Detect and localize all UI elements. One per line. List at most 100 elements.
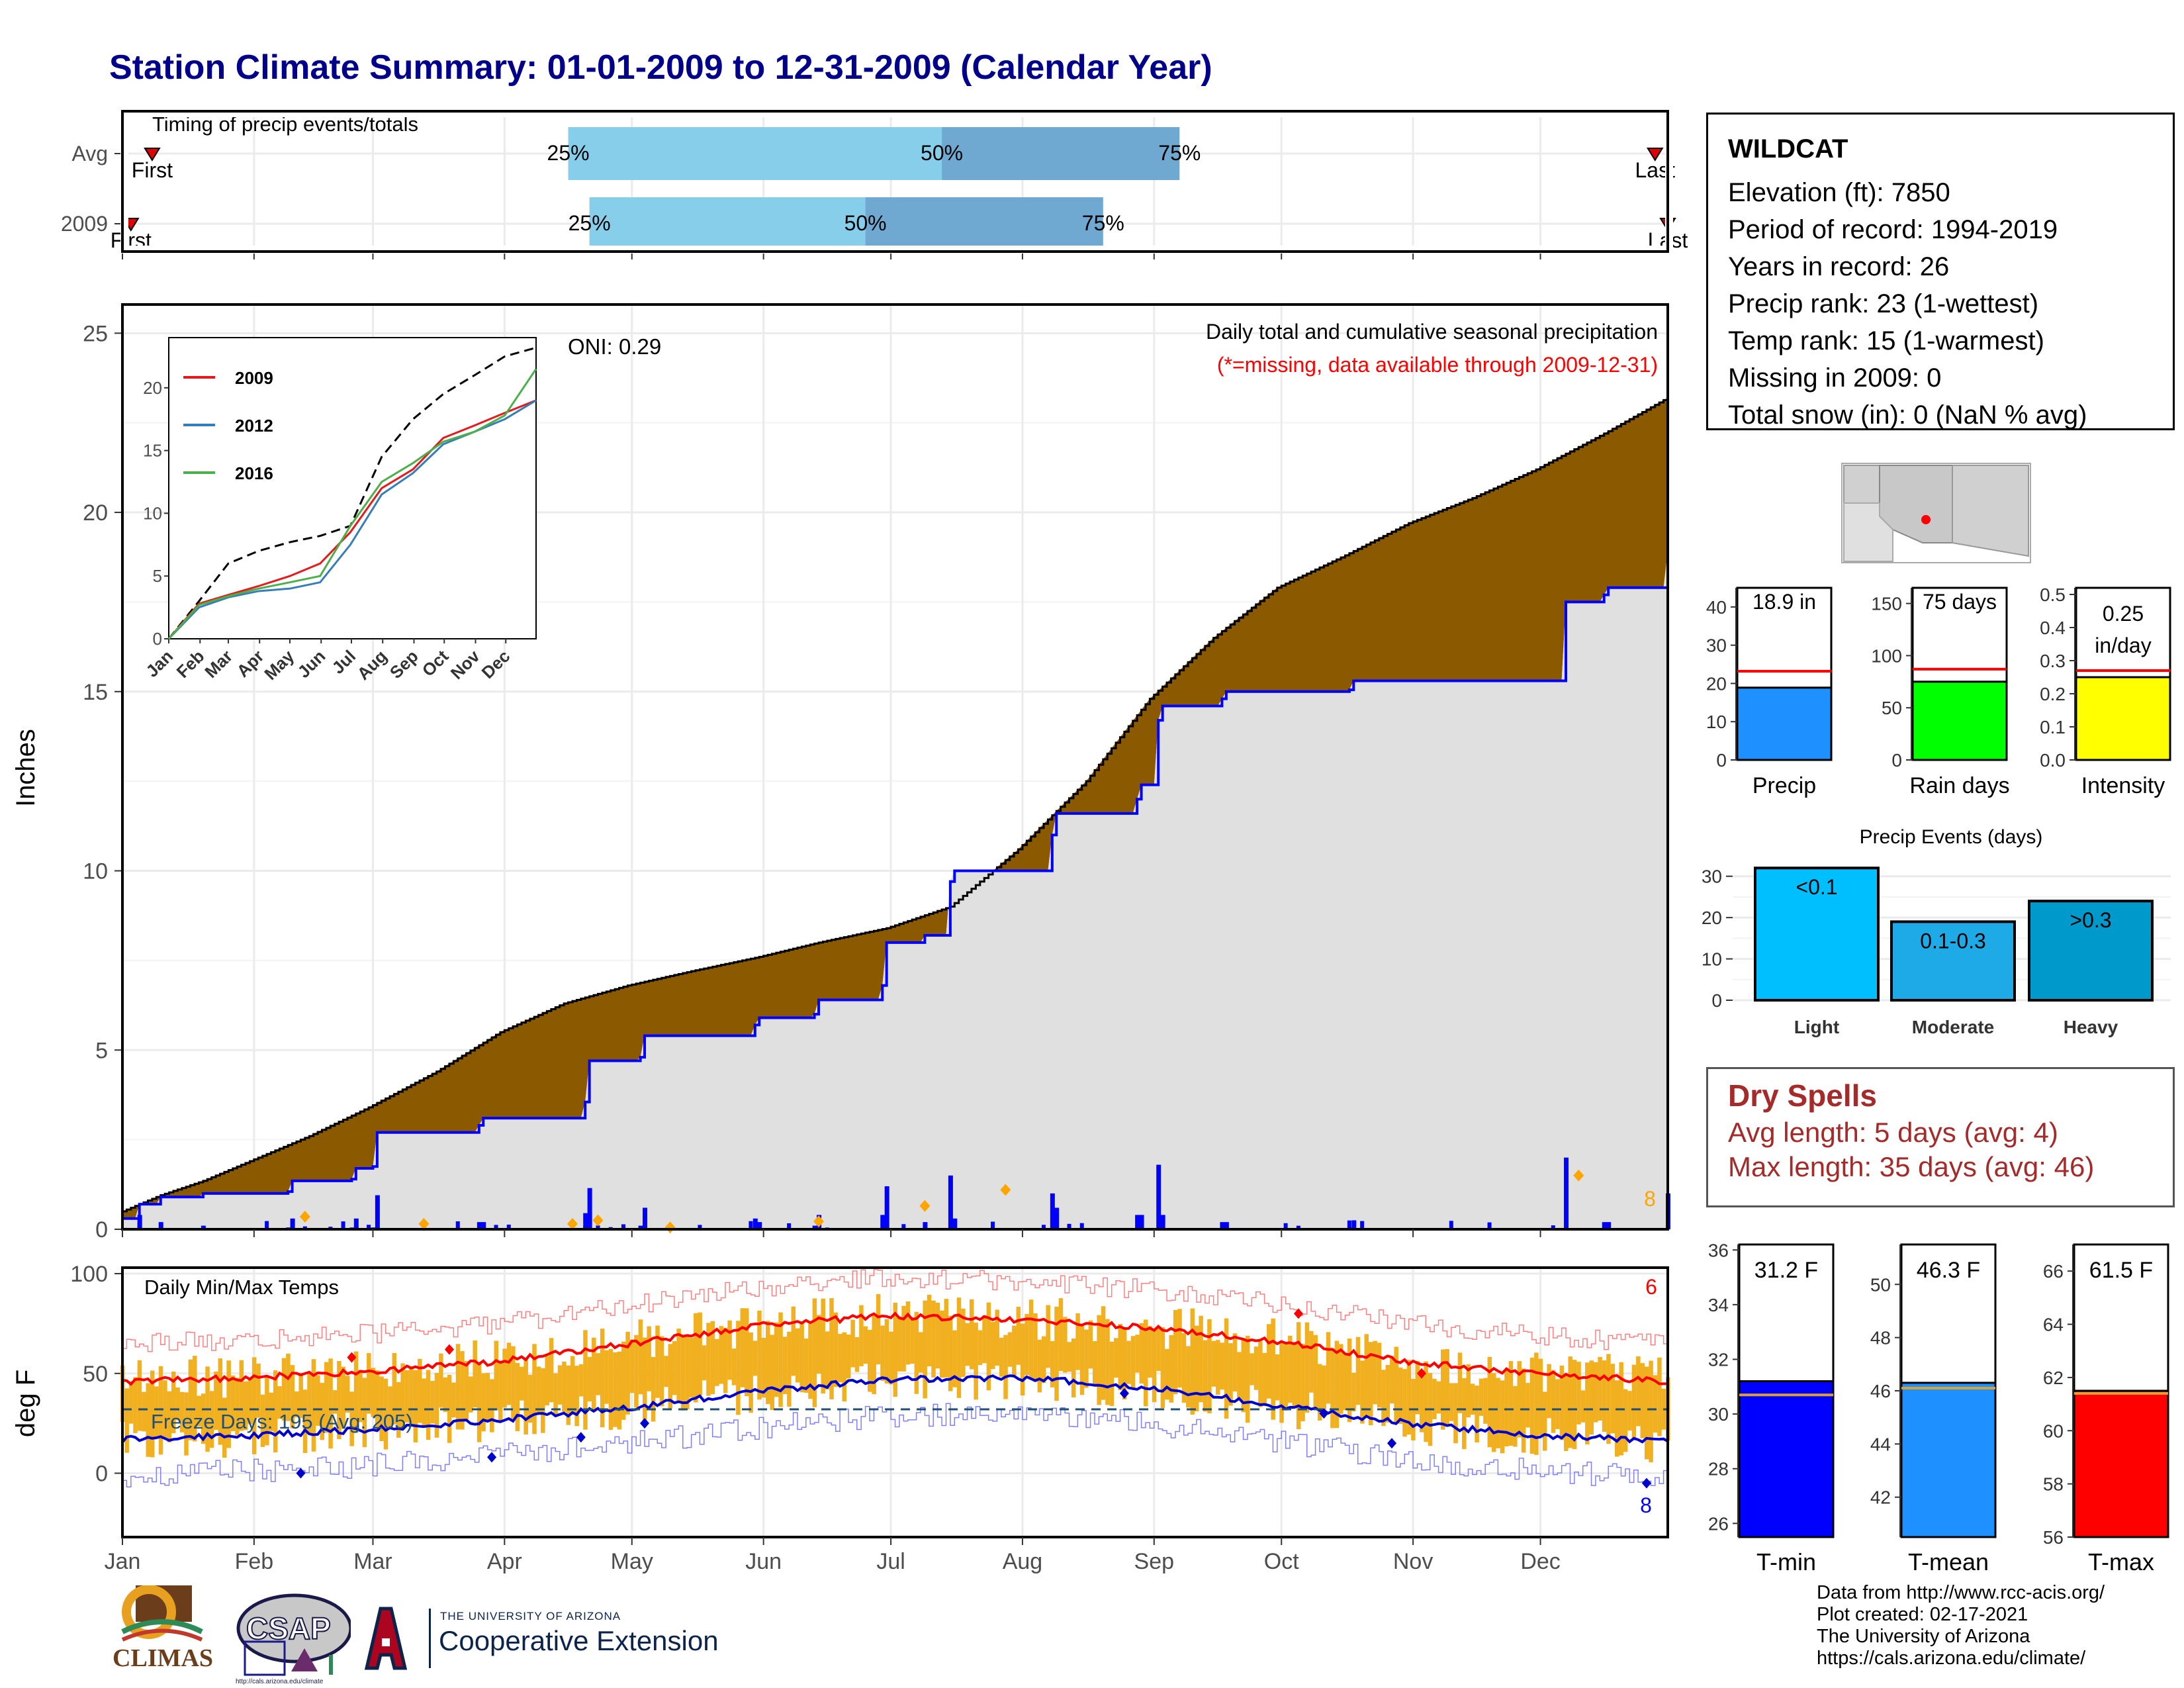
daily-temp-range-bar [991, 1321, 995, 1370]
precip-ytick-label: 20 [83, 500, 108, 526]
daily-temp-range-bar [1330, 1348, 1335, 1429]
daily-temp-range-bar [817, 1315, 821, 1374]
station-missing: Missing in 2009: 0 [1728, 363, 1942, 393]
station-snow: Total snow (in): 0 (NaN % avg) [1728, 400, 2087, 430]
daily-temp-range-bar [761, 1338, 766, 1398]
daily-temp-range-bar [1313, 1335, 1318, 1408]
daily-precip-bar [341, 1221, 345, 1229]
daily-temp-range-bar [778, 1312, 783, 1407]
daily-temp-range-bar [434, 1373, 439, 1438]
daily-temp-range-bar [1105, 1319, 1110, 1405]
daily-precip-bar [265, 1221, 269, 1229]
daily-temp-range-bar [1033, 1313, 1038, 1382]
daily-precip-bar [201, 1225, 206, 1229]
daily-temp-range-bar [418, 1358, 422, 1423]
daily-precip-bar [1054, 1207, 1060, 1229]
daily-temp-range-bar [523, 1358, 528, 1434]
daily-temp-range-bar [672, 1341, 677, 1395]
daily-temp-range-bar [1381, 1370, 1386, 1427]
month-label: Jun [745, 1549, 782, 1574]
daily-temp-range-bar [1063, 1317, 1068, 1373]
temp-bar-ytick-label: 48 [1870, 1328, 1891, 1348]
precip-ytick-label: 5 [95, 1038, 108, 1063]
daily-temp-range-bar [430, 1381, 435, 1424]
daily-temp-range-bar [578, 1364, 584, 1397]
daily-temp-range-bar [613, 1352, 617, 1427]
daily-temp-range-bar [413, 1370, 418, 1442]
daily-temp-range-bar [1462, 1378, 1467, 1450]
dry-spells-title: Dry Spells [1728, 1078, 1877, 1113]
daily-temp-range-bar [986, 1302, 991, 1391]
month-label: Dec [1520, 1549, 1560, 1574]
oni-label: ONI: 0.29 [568, 334, 661, 359]
daily-temp-range-bar [1241, 1338, 1246, 1413]
daily-temp-range-bar [787, 1331, 792, 1407]
daily-temp-range-bar [1079, 1325, 1085, 1395]
daily-temp-range-bar [218, 1358, 223, 1445]
daily-temp-range-bar [371, 1368, 375, 1417]
daily-temp-range-bar [689, 1337, 694, 1397]
events-category-label: Moderate [1912, 1017, 1994, 1037]
timing-bar-25-50 [589, 197, 866, 250]
daily-temp-range-bar [150, 1370, 155, 1458]
temp-bar-ytick-label: 56 [2043, 1527, 2064, 1548]
summary-ytick-label: 50 [1882, 698, 1902, 718]
record-low-marker [1119, 1387, 1129, 1399]
daily-temp-range-bar [426, 1370, 431, 1440]
daily-temp-range-bar [1262, 1352, 1267, 1405]
record-low-marker [640, 1418, 650, 1429]
freeze-days-label: Freeze Days: 195 (Avg: 205) [151, 1410, 413, 1433]
daily-temp-range-bar [574, 1366, 579, 1427]
daily-temp-range-bar [566, 1365, 571, 1425]
record-low-marker [296, 1468, 306, 1479]
temp-bar-ytick-label: 34 [1708, 1295, 1729, 1315]
daily-temp-range-bar [1547, 1364, 1551, 1419]
inset-ytick-label: 20 [143, 378, 162, 398]
daily-temp-range-bar [1199, 1315, 1203, 1403]
timing-row-label: 2009 [61, 212, 108, 236]
station-precip-rank: Precip rank: 23 (1-wettest) [1728, 289, 2039, 318]
daily-temp-range-bar [715, 1338, 719, 1386]
daily-precip-bar [1449, 1221, 1453, 1229]
daily-precip-bar [302, 1226, 307, 1229]
daily-temp-range-bar [1220, 1342, 1224, 1390]
daily-temp-range-bar [1016, 1307, 1021, 1365]
daily-temp-range-bar [592, 1337, 596, 1412]
daily-temp-range-bar [1657, 1357, 1662, 1436]
daily-temp-range-bar [146, 1383, 150, 1457]
daily-precip-bar [137, 1223, 142, 1229]
events-ytick-label: 10 [1702, 949, 1722, 970]
daily-temp-range-bar [1508, 1361, 1514, 1446]
temp-bar-category-label: T-min [1756, 1548, 1816, 1575]
daily-temp-range-bar [1309, 1331, 1314, 1393]
daily-temp-range-bar [1491, 1373, 1496, 1452]
daily-temp-range-bar [766, 1321, 770, 1405]
first-event-marker [144, 148, 161, 162]
daily-temp-range-bar [1449, 1383, 1454, 1421]
daily-temp-range-bar [770, 1335, 774, 1410]
daily-temp-range-bar [850, 1319, 855, 1368]
daily-temp-range-bar [842, 1332, 847, 1402]
daily-temp-range-bar [1339, 1344, 1343, 1414]
summary-ytick-label: 150 [1871, 594, 1902, 614]
daily-precip-bar [1139, 1215, 1144, 1229]
daily-temp-range-bar [358, 1370, 363, 1423]
precip-record-marker [1000, 1184, 1011, 1196]
daily-temp-range-bar [1542, 1391, 1547, 1451]
daily-temp-range-bar [1177, 1309, 1182, 1388]
daily-temp-range-bar [587, 1356, 592, 1402]
daily-precip-bar [923, 1222, 928, 1229]
daily-temp-range-bar [1487, 1356, 1492, 1448]
daily-temp-range-bar [1186, 1346, 1191, 1408]
record-low-marker [487, 1452, 497, 1463]
daily-precip-bar [455, 1221, 460, 1229]
timing-bar-25-50 [568, 127, 942, 180]
daily-temp-range-bar [1092, 1341, 1097, 1385]
daily-temp-range-bar [295, 1391, 299, 1418]
timing-p50-label: 50% [921, 141, 963, 165]
page-title: Station Climate Summary: 01-01-2009 to 1… [109, 48, 1212, 87]
daily-temp-range-bar [634, 1335, 639, 1408]
events-bar-inner-label: <0.1 [1796, 875, 1837, 899]
credit-line: Data from http://www.rcc-acis.org/ [1817, 1582, 2105, 1603]
daily-temp-range-bar [1194, 1325, 1199, 1412]
